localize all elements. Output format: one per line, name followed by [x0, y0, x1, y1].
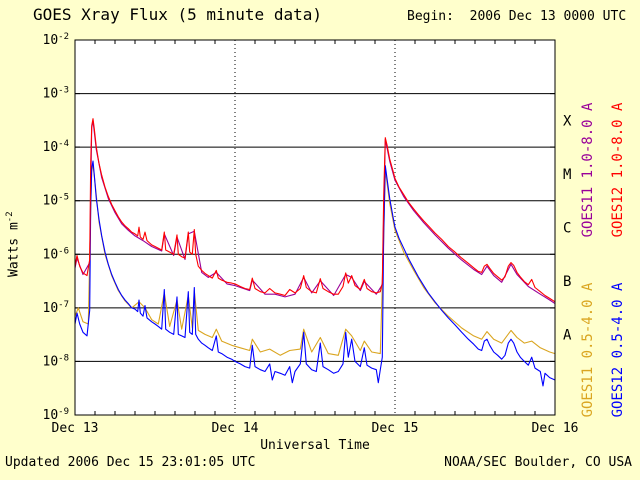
- flare-class-label: B: [563, 274, 571, 290]
- legend-label-goes12-1-0-8-0-a: GOES12 1.0-8.0 A: [610, 102, 626, 237]
- flare-class-label: C: [563, 221, 571, 237]
- y-tick-label: 10-2: [43, 32, 70, 48]
- flare-class-label: X: [563, 113, 572, 129]
- x-tick-label: Dec 16: [532, 421, 579, 436]
- flare-class-label: A: [563, 328, 572, 344]
- begin-label: Begin: 2006 Dec 13 0000 UTC: [407, 9, 627, 24]
- chart-title: GOES Xray Flux (5 minute data): [33, 5, 322, 24]
- x-tick-label: Dec 14: [212, 421, 259, 436]
- y-tick-label: 10-5: [43, 193, 70, 209]
- plot-frame: [74, 39, 556, 416]
- y-tick-label: 10-4: [43, 139, 70, 155]
- plot-area: [75, 40, 555, 415]
- legend-label-goes11-0-5-4-0-a: GOES11 0.5-4.0 A: [580, 282, 596, 417]
- y-tick-label: 10-6: [43, 246, 70, 262]
- series-goes11-1-0-8-0-a: [74, 120, 556, 305]
- y-tick-label: 10-3: [43, 86, 70, 102]
- series-goes12-1-0-8-0-a: [74, 118, 556, 303]
- legend-label-goes12-0-5-4-0-a: GOES12 0.5-4.0 A: [610, 282, 626, 417]
- series-goes12-0-5-4-0-a: [74, 160, 556, 387]
- y-tick-label: 10-7: [43, 300, 70, 316]
- y-axis-label-exponent: -2: [5, 211, 15, 223]
- updated-label: Updated 2006 Dec 15 23:01:05 UTC: [5, 455, 256, 470]
- y-axis-label: Watts m-2: [5, 211, 22, 277]
- x-tick-label: Dec 15: [372, 421, 419, 436]
- legend-label-goes11-1-0-8-0-a: GOES11 1.0-8.0 A: [580, 102, 596, 237]
- credit-label: NOAA/SEC Boulder, CO USA: [444, 455, 632, 470]
- x-axis-label: Universal Time: [260, 438, 370, 453]
- y-axis-label-base: Watts m: [6, 222, 22, 277]
- y-tick-label: 10-8: [43, 353, 70, 369]
- flare-class-label: M: [563, 167, 571, 183]
- x-tick-label: Dec 13: [52, 421, 99, 436]
